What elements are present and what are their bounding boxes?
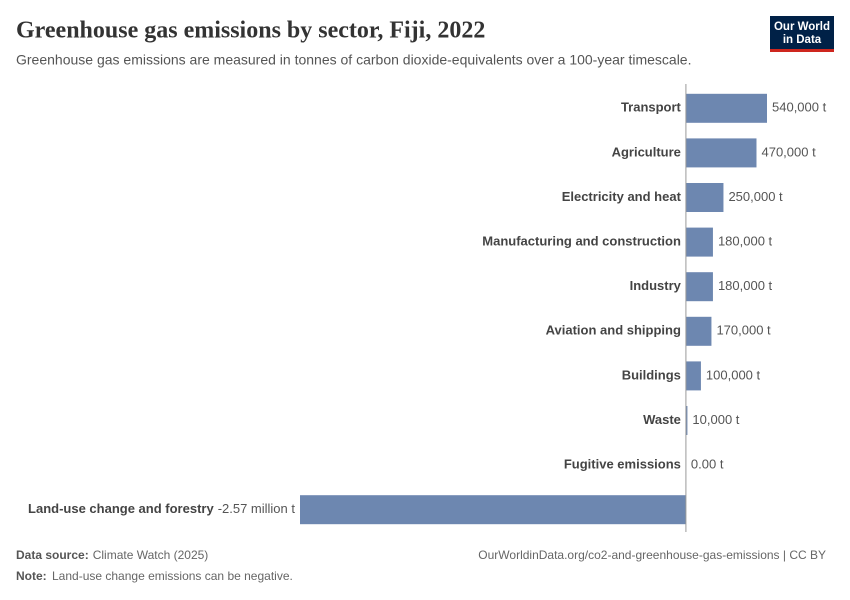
bar — [685, 93, 767, 123]
bar-category-label: Fugitive emissions — [564, 457, 681, 472]
bar-category-label: Land-use change and forestry — [28, 501, 214, 516]
url[interactable]: OurWorldinData.org/co2-and-greenhouse-ga… — [478, 548, 826, 562]
bar-value-label: 10,000 t — [692, 412, 739, 427]
bar — [685, 406, 688, 435]
bar-value-label: 100,000 t — [706, 367, 761, 382]
bar-value-label: 470,000 t — [761, 144, 816, 159]
logo[interactable]: Our World in Data — [770, 16, 834, 52]
logo-underline — [770, 49, 834, 52]
bar — [685, 227, 713, 257]
logo-text: Our World — [774, 21, 830, 33]
bar-category-label: Industry — [630, 278, 682, 293]
note: Land-use change emissions can be negativ… — [52, 569, 293, 583]
bar-category-label: Transport — [621, 100, 682, 115]
bar-value-label: -2.57 million t — [218, 501, 296, 516]
bar — [685, 138, 757, 168]
bar-category-label: Buildings — [622, 367, 681, 382]
logo-box — [770, 16, 834, 50]
bar — [685, 272, 713, 302]
bar-value-label: 180,000 t — [718, 278, 773, 293]
bar-value-label: 170,000 t — [716, 323, 771, 338]
bar-category-label: Waste — [643, 412, 681, 427]
logo-text: in Data — [783, 34, 822, 46]
bar — [685, 316, 712, 346]
bar-category-label: Agriculture — [612, 144, 681, 159]
note-label: Note: — [16, 569, 47, 583]
bar-category-label: Manufacturing and construction — [482, 234, 681, 249]
bar — [685, 361, 701, 391]
bar-value-label: 540,000 t — [772, 100, 827, 115]
bar — [300, 495, 686, 525]
source: Climate Watch (2025) — [93, 548, 209, 562]
bar — [685, 183, 724, 212]
bar-category-label: Aviation and shipping — [546, 323, 681, 338]
chart-subtitle: Greenhouse gas emissions are measured in… — [16, 52, 692, 68]
bar-category-label: Electricity and heat — [562, 189, 682, 204]
source-label: Data source: — [16, 548, 89, 562]
bar-value-label: 180,000 t — [718, 234, 773, 249]
bar-value-label: 0.00 t — [691, 457, 724, 472]
chart-title: Greenhouse gas emissions by sector, Fiji… — [16, 18, 485, 44]
bar-value-label: 250,000 t — [728, 189, 783, 204]
